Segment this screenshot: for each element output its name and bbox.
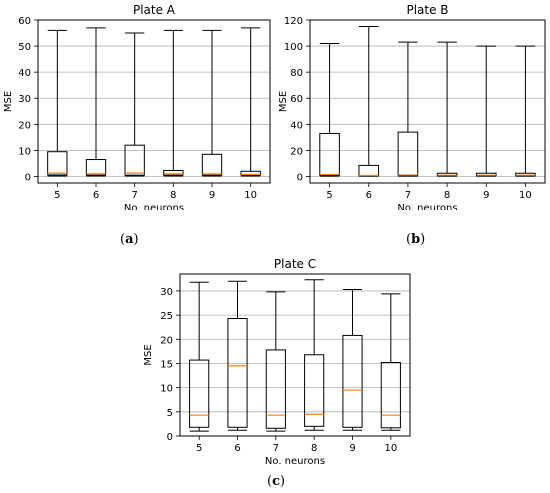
x-tick-label: 9 — [349, 443, 355, 454]
box-iqr — [380, 361, 401, 429]
y-tick-label: 40 — [290, 120, 303, 131]
plot-frame — [309, 19, 546, 184]
y-tick-label: 20 — [18, 120, 31, 131]
plot-frame — [179, 273, 411, 437]
x-tick-label: 5 — [326, 190, 332, 201]
x-axis-label: No. neurons — [397, 203, 457, 210]
chart-plate-c: 0 5 10 15 20 25 30 5 6 7 8 9 10 Plate C No. neurons MSE — [143, 257, 411, 467]
x-tick-label: 7 — [405, 190, 411, 201]
chart-title: Plate A — [133, 3, 176, 17]
y-tick-label: 10 — [18, 146, 31, 157]
y-tick-label: 15 — [160, 359, 173, 370]
chart-panel-b: 0 20 40 60 80 100 120 5 6 7 8 9 10 Plate B No. neurons… — [275, 0, 550, 250]
box-iqr — [342, 334, 363, 428]
x-tick-label: 8 — [170, 190, 176, 201]
box-iqr — [358, 164, 380, 177]
y-tick-label: 30 — [18, 94, 31, 105]
y-tick-label: 5 — [167, 408, 173, 419]
caption-a: (a) — [120, 232, 139, 247]
chart-panel-a: 0 10 20 30 40 50 60 5 6 7 8 9 10 Plate A No. neurons MS… — [0, 0, 275, 250]
x-tick-label: 8 — [444, 190, 450, 201]
y-tick-label: 80 — [290, 68, 303, 79]
x-axis-label: No. neurons — [124, 203, 184, 210]
plot-frame — [37, 19, 271, 184]
y-axis-label: MSE — [278, 91, 289, 112]
y-tick-label: 120 — [284, 16, 303, 27]
box-iqr — [124, 144, 145, 176]
caption-b: (b) — [406, 232, 426, 247]
box-iqr — [85, 159, 107, 176]
y-tick-label: 40 — [18, 68, 31, 79]
x-tick-label: 8 — [311, 443, 317, 454]
x-tick-label: 10 — [244, 190, 257, 201]
y-tick-label: 10 — [160, 384, 173, 395]
y-tick-label: 30 — [160, 287, 173, 298]
x-tick-label: 10 — [384, 443, 397, 454]
x-tick-label: 6 — [366, 190, 372, 201]
box-iqr — [47, 151, 68, 176]
y-tick-label: 60 — [290, 94, 303, 105]
x-tick-label: 7 — [273, 443, 279, 454]
chart-plate-a: 0 10 20 30 40 50 60 5 6 7 8 9 10 Plate A No. neurons MS… — [3, 3, 271, 214]
caption-c: (c) — [267, 474, 286, 489]
y-tick-label: 20 — [290, 146, 303, 157]
box-iqr — [163, 169, 184, 176]
chart-plate-b: 0 20 40 60 80 100 120 5 6 7 8 9 10 Plate B No. neurons… — [278, 3, 546, 214]
chart-title: Plate C — [274, 257, 316, 271]
x-tick-label: 7 — [131, 190, 137, 201]
box-iqr — [265, 349, 286, 429]
y-tick-label: 25 — [160, 311, 173, 322]
y-tick-label: 100 — [284, 42, 303, 53]
y-tick-label: 50 — [18, 42, 31, 53]
x-tick-label: 5 — [196, 443, 202, 454]
y-axis-label: MSE — [143, 344, 154, 365]
y-tick-label: 0 — [297, 172, 303, 183]
y-tick-label: 0 — [25, 172, 31, 183]
box-iqr — [319, 132, 340, 176]
x-tick-label: 9 — [483, 190, 489, 201]
box-iqr — [240, 170, 261, 176]
y-tick-label: 60 — [18, 16, 31, 27]
x-axis-label: No. neurons — [265, 456, 325, 465]
box-iqr — [304, 354, 325, 427]
y-tick-label: 20 — [160, 335, 173, 346]
box-iqr — [397, 131, 419, 176]
x-tick-label: 6 — [93, 190, 99, 201]
x-tick-label: 6 — [234, 443, 240, 454]
box-iqr — [189, 359, 210, 428]
x-tick-label: 5 — [54, 190, 60, 201]
box-iqr — [201, 153, 223, 176]
y-tick-label: 0 — [167, 432, 173, 443]
x-tick-label: 9 — [209, 190, 215, 201]
y-axis-label: MSE — [3, 91, 14, 112]
box-iqr — [227, 317, 248, 428]
x-tick-label: 10 — [519, 190, 532, 201]
chart-panel-c: 0 5 10 15 20 25 30 5 6 7 8 9 10 Plate C No. neurons MSE — [140, 250, 415, 470]
chart-title: Plate B — [406, 3, 448, 17]
